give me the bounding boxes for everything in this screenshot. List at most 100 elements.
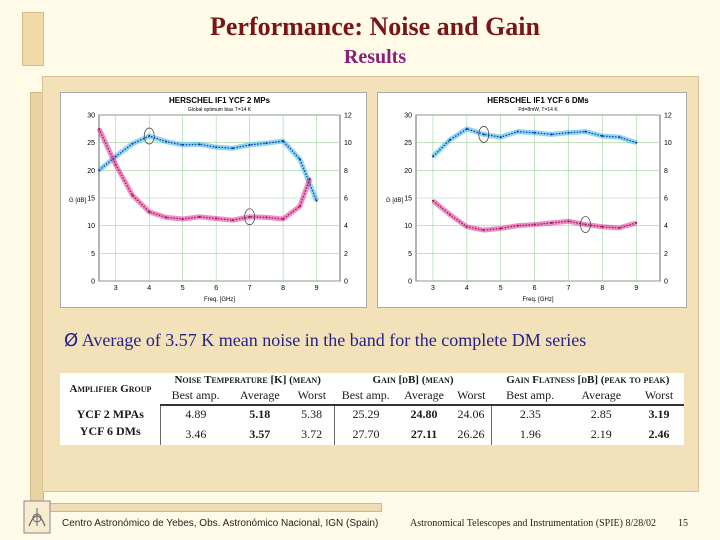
- data-point: [265, 216, 268, 219]
- y-tick-label-right: 12: [664, 113, 672, 120]
- chart-ycf2: HERSCHEL IF1 YCF 2 MPs Global optimum bia…: [60, 92, 367, 308]
- data-point: [131, 142, 134, 145]
- performance-table: Amplifier Group Noise Temperature [K] (m…: [60, 373, 684, 445]
- table-row: YCF 6 DMs 3.46 3.57 3.72 27.70 27.11 26.…: [60, 423, 684, 445]
- table-cell: 2.35: [491, 405, 569, 423]
- data-point: [482, 133, 485, 136]
- table-header-row: Amplifier Group Noise Temperature [K] (m…: [60, 373, 684, 395]
- y-tick-label-left: 25: [87, 140, 95, 147]
- data-point: [567, 131, 570, 134]
- header-gain: Gain [dB] (mean): [372, 374, 454, 386]
- chart-ycf2-svg: HERSCHEL IF1 YCF 2 MPs Global optimum bia…: [69, 96, 352, 303]
- data-point: [482, 229, 485, 232]
- data-point: [499, 136, 502, 139]
- bullet-line: Ø Average of 3.57 K mean noise in the ba…: [64, 330, 586, 351]
- y-tick-label-left: 20: [87, 168, 95, 175]
- data-point: [533, 131, 536, 134]
- y-tick-label-right: 12: [344, 113, 352, 120]
- row-name: YCF 2 MPAs: [76, 406, 144, 421]
- data-point: [618, 226, 621, 229]
- table-cell: 3.57: [249, 426, 271, 441]
- slide-subtitle: Results: [343, 46, 407, 68]
- footer-right: Astronomical Telescopes and Instrumentat…: [410, 518, 657, 529]
- table-cell: 25.29: [333, 405, 398, 423]
- x-tick-label: 3: [114, 285, 118, 292]
- y-tick-label-right: 6: [664, 196, 668, 203]
- data-point: [465, 225, 468, 228]
- subheader-cell: Average: [568, 387, 634, 406]
- x-tick-label: 8: [281, 285, 285, 292]
- x-axis-label: Freq. [GHz]: [204, 297, 235, 303]
- y-tick-label-right: 8: [664, 168, 668, 175]
- x-tick-label: 8: [600, 285, 604, 292]
- y-axis-label-left: G [dB]: [69, 198, 86, 204]
- data-point: [164, 140, 167, 143]
- x-tick-label: 5: [181, 285, 185, 292]
- table-cell: 26.26: [457, 426, 485, 441]
- y-tick-label-right: 0: [344, 279, 348, 286]
- bullet-arrow-icon: Ø: [64, 330, 79, 351]
- y-tick-label-right: 2: [344, 251, 348, 258]
- y-tick-label-left: 30: [404, 113, 412, 120]
- data-point: [448, 138, 451, 141]
- data-point: [516, 130, 519, 133]
- data-point: [248, 215, 251, 218]
- table-cell: 5.18: [249, 407, 271, 421]
- y-tick-label-left: 15: [404, 196, 412, 203]
- data-point: [618, 136, 621, 139]
- data-point: [516, 224, 519, 227]
- y-tick-label-right: 10: [344, 140, 352, 147]
- data-point: [198, 143, 201, 146]
- x-axis-label: Freq. [GHz]: [522, 297, 553, 303]
- table-cell: 4.89: [160, 405, 231, 423]
- table-cell: 24.06: [457, 407, 485, 421]
- subheader-cell: Worst: [289, 387, 335, 406]
- data-point: [431, 155, 434, 158]
- data-point: [231, 219, 234, 222]
- x-tick-label: 3: [431, 285, 435, 292]
- y-tick-label-left: 5: [408, 251, 412, 258]
- y-tick-label-left: 25: [404, 140, 412, 147]
- data-point: [601, 225, 604, 228]
- chart-ycf6: HERSCHEL IF1 YCF 6 DMs Pd=8mW, T=14 K 3 4 5 6…: [377, 92, 687, 308]
- data-point: [114, 155, 117, 158]
- table-cell: 3.72: [301, 426, 323, 441]
- data-point: [265, 142, 268, 145]
- data-point: [584, 130, 587, 133]
- data-point: [282, 218, 285, 221]
- y-tick-label-right: 10: [664, 140, 672, 147]
- y-tick-label-right: 4: [664, 223, 668, 230]
- table-cell: 24.80: [410, 407, 438, 421]
- data-point: [98, 127, 100, 130]
- data-point: [315, 199, 318, 202]
- data-point: [635, 141, 638, 144]
- header-noise-temperature: Noise Temperature [K] (mean): [174, 374, 321, 386]
- y-tick-label-right: 2: [664, 251, 668, 258]
- chart-subtitle: Global optimum bias T=14 K: [188, 107, 252, 113]
- data-point: [499, 227, 502, 230]
- table-cell: 1.96: [491, 423, 569, 445]
- chart-ycf6-svg: HERSCHEL IF1 YCF 6 DMs Pd=8mW, T=14 K 3 4 5 6…: [386, 96, 672, 303]
- table-cell: 3.46: [160, 423, 231, 445]
- footer-left: Centro Astronómico de Yebes, Obs. Astron…: [62, 518, 379, 529]
- data-point: [198, 215, 201, 218]
- noise-line: [98, 128, 311, 221]
- subheader-cell: Best amp.: [491, 387, 569, 406]
- page-number: 15: [678, 518, 688, 529]
- y-tick-label-left: 5: [91, 251, 95, 258]
- subheader-cell: Worst: [634, 387, 684, 406]
- y-tick-label-left: 0: [408, 279, 412, 286]
- row-name: YCF 6 DMs: [79, 424, 141, 438]
- data-point: [231, 147, 234, 150]
- data-point: [215, 217, 218, 220]
- data-point: [448, 213, 451, 216]
- table-cell: 2.85: [590, 407, 612, 421]
- x-tick-label: 6: [214, 285, 218, 292]
- data-point: [465, 127, 468, 130]
- data-point: [431, 199, 434, 202]
- data-point: [164, 216, 167, 219]
- data-point: [248, 143, 251, 146]
- x-tick-label: 9: [315, 285, 319, 292]
- x-tick-label: 6: [533, 285, 537, 292]
- title-accent-block: [22, 12, 44, 66]
